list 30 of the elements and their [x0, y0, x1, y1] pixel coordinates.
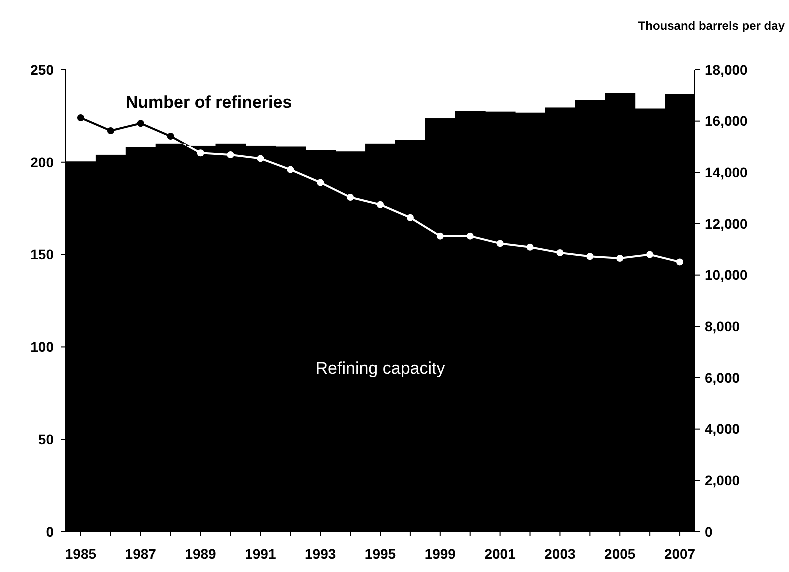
- x-tick-label: 1987: [125, 546, 157, 562]
- x-tick-label: 2001: [484, 546, 516, 562]
- x-tick-label: 1993: [305, 546, 336, 562]
- y-tick-label: 250: [30, 62, 54, 78]
- y2-axis-title: Thousand barrels per day: [638, 19, 786, 33]
- x-tick-label: 2005: [604, 546, 636, 562]
- x-tick-label: 2003: [544, 546, 576, 562]
- x-tick-label: 1999: [424, 546, 456, 562]
- y2-tick-label: 2,000: [705, 472, 740, 489]
- y2-tick-label: 6,000: [705, 370, 740, 386]
- series-label: Refining capacity: [316, 359, 446, 378]
- x-tick-label: 1991: [245, 546, 276, 562]
- y2-tick-label: 10,000: [705, 267, 748, 284]
- x-tick-label: 1995: [364, 546, 396, 562]
- y-tick-label: 0: [46, 524, 54, 540]
- y-tick-label: 100: [30, 339, 54, 356]
- y2-tick-label: 14,000: [705, 164, 748, 181]
- y2-tick-label: 16,000: [705, 113, 748, 130]
- x-tick-label: 1989: [185, 546, 217, 562]
- y-tick-label: 50: [38, 432, 54, 448]
- y2-tick-label: 8,000: [705, 318, 740, 335]
- y2-tick-label: 4,000: [705, 421, 740, 438]
- y-tick-label: 200: [30, 154, 54, 170]
- series-label: Number of refineries: [126, 93, 292, 112]
- y2-tick-label: 0: [705, 524, 713, 540]
- x-tick-label: 2007: [664, 546, 696, 562]
- y-tick-label: 150: [30, 246, 54, 263]
- y2-tick-label: 12,000: [705, 216, 748, 232]
- x-tick-label: 1985: [65, 546, 97, 562]
- y2-tick-label: 18,000: [705, 62, 748, 78]
